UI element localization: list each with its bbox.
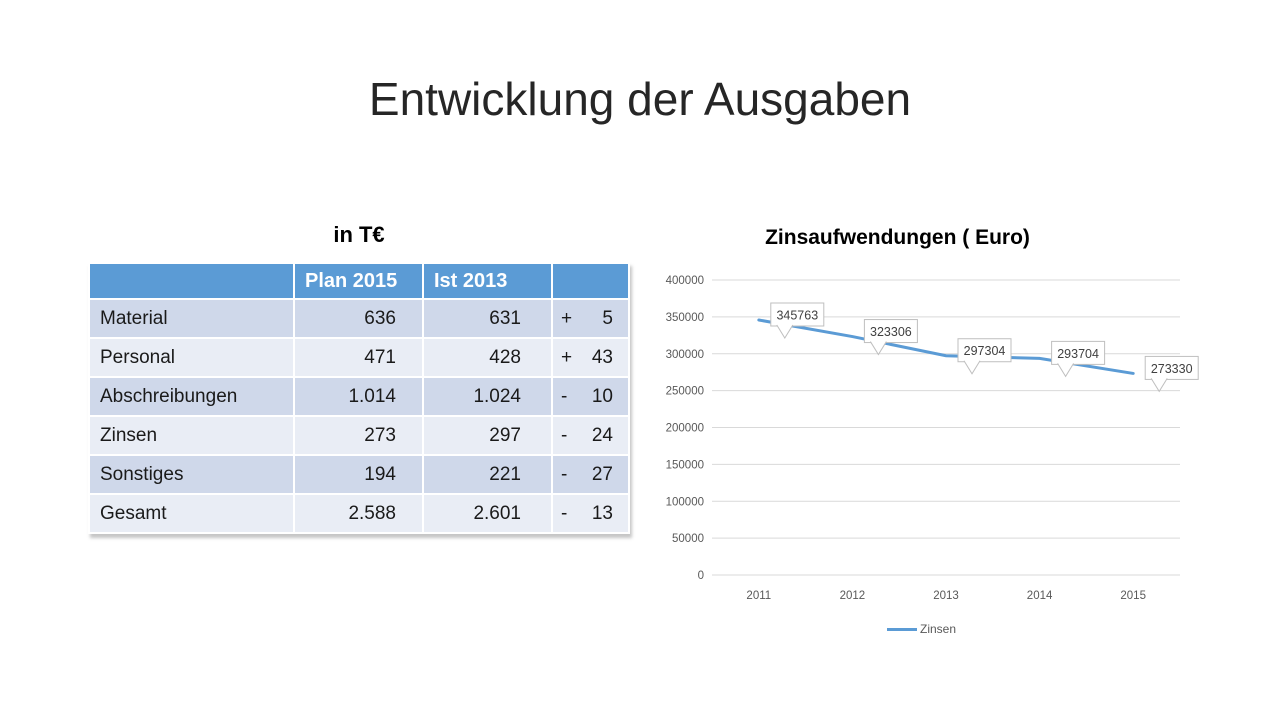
line-chart: 0 50000 100000 150000 200000 250000 300000 3500…: [666, 275, 1199, 602]
data-label-pointer: [963, 360, 981, 375]
x-axis-tick-label: 2015: [1120, 590, 1146, 602]
table-row: Abschreibungen 1.014 1.024 - 10: [90, 378, 628, 415]
data-label-value: 323306: [870, 325, 912, 339]
diff-value: +5: [553, 300, 628, 337]
header-cell-diff: [553, 264, 628, 298]
data-label-value: 345763: [776, 308, 818, 322]
header-cell-ist: Ist 2013: [424, 264, 551, 298]
y-axis-tick-label: 350000: [666, 312, 704, 324]
chart-legend: Zinsen: [887, 622, 956, 636]
table-row: Sonstiges 194 221 - 27: [90, 456, 628, 493]
data-label-box: [770, 302, 825, 327]
ist-value: 2.601: [424, 495, 551, 532]
plan-value: 273: [295, 417, 422, 454]
x-axis-tick-label: 2012: [840, 590, 866, 602]
header-cell-plan: Plan 2015: [295, 264, 422, 298]
data-label-value: 297304: [964, 344, 1006, 358]
diff-sign: +: [561, 346, 573, 368]
diff-sign: -: [561, 463, 568, 485]
table-title: in T€: [333, 222, 385, 247]
y-axis-tick-label: 150000: [666, 459, 704, 471]
x-axis-tick-label: 2011: [746, 590, 771, 602]
data-label-value: 273330: [1151, 362, 1193, 376]
diff-number: 27: [591, 463, 613, 485]
diff-number: 10: [591, 385, 613, 407]
data-label-box: [1144, 355, 1199, 380]
row-label: Zinsen: [90, 417, 293, 454]
line-chart-area: Zinsaufwendungen ( Euro) 0 50000 100000 150…: [650, 218, 1222, 658]
row-label: Sonstiges: [90, 456, 293, 493]
y-axis-tick-label: 200000: [666, 423, 704, 435]
diff-sign: -: [561, 385, 568, 407]
plan-value: 471: [295, 339, 422, 376]
plan-value: 636: [295, 300, 422, 337]
diff-value: +43: [553, 339, 628, 376]
data-label-box: [957, 338, 1012, 363]
x-axis-tick-label: 2014: [1027, 590, 1053, 602]
table-row: Material 636 631 +5: [90, 300, 628, 337]
data-label-pointer: [1150, 378, 1168, 393]
diff-sign: +: [561, 307, 573, 329]
plan-value: 2.588: [295, 495, 422, 532]
ist-value: 221: [424, 456, 551, 493]
diff-number: 43: [591, 346, 613, 368]
diff-sign: -: [561, 502, 568, 524]
data-label-box: [1051, 340, 1106, 365]
diff-sign: -: [561, 424, 568, 446]
diff-value: - 27: [553, 456, 628, 493]
data-label-pointer: [1057, 363, 1075, 378]
diff-value: - 10: [553, 378, 628, 415]
header-cell-empty: [90, 264, 293, 298]
table-header-row: Plan 2015 Ist 2013: [90, 264, 628, 298]
chart-title: Zinsaufwendungen ( Euro): [765, 226, 1030, 249]
plan-value: 1.014: [295, 378, 422, 415]
ist-value: 297: [424, 417, 551, 454]
table-row: Personal 471 428 +43: [90, 339, 628, 376]
y-axis-tick-label: 100000: [666, 496, 704, 508]
x-axis-tick-label: 2013: [933, 590, 959, 602]
row-label: Gesamt: [90, 495, 293, 532]
table-row: Gesamt 2.588 2.601 - 13: [90, 495, 628, 532]
data-label-pointer: [776, 324, 794, 339]
diff-value: - 24: [553, 417, 628, 454]
diff-number: 24: [591, 424, 613, 446]
ist-value: 1.024: [424, 378, 551, 415]
expenses-table: Plan 2015 Ist 2013 Material 636 631 +5 P…: [88, 262, 630, 534]
table-row: Zinsen 273 297 - 24: [90, 417, 628, 454]
ist-value: 631: [424, 300, 551, 337]
data-label-box: [863, 319, 918, 344]
y-axis-tick-label: 0: [698, 570, 704, 582]
data-label-value: 293704: [1057, 347, 1099, 361]
diff-number: 5: [602, 307, 613, 329]
slide-title: Entwicklung der Ausgaben: [368, 73, 912, 125]
y-axis-tick-label: 250000: [666, 386, 704, 398]
y-axis-tick-label: 300000: [666, 349, 704, 361]
legend-label: Zinsen: [920, 622, 957, 636]
diff-value: - 13: [553, 495, 628, 532]
y-axis-tick-label: 50000: [672, 533, 704, 545]
ist-value: 428: [424, 339, 551, 376]
row-label: Abschreibungen: [90, 378, 293, 415]
data-label-pointer: [869, 341, 887, 356]
row-label: Personal: [90, 339, 293, 376]
row-label: Material: [90, 300, 293, 337]
y-axis-tick-label: 400000: [666, 275, 704, 287]
plan-value: 194: [295, 456, 422, 493]
legend-line-swatch: [887, 627, 917, 631]
diff-number: 13: [591, 502, 613, 524]
